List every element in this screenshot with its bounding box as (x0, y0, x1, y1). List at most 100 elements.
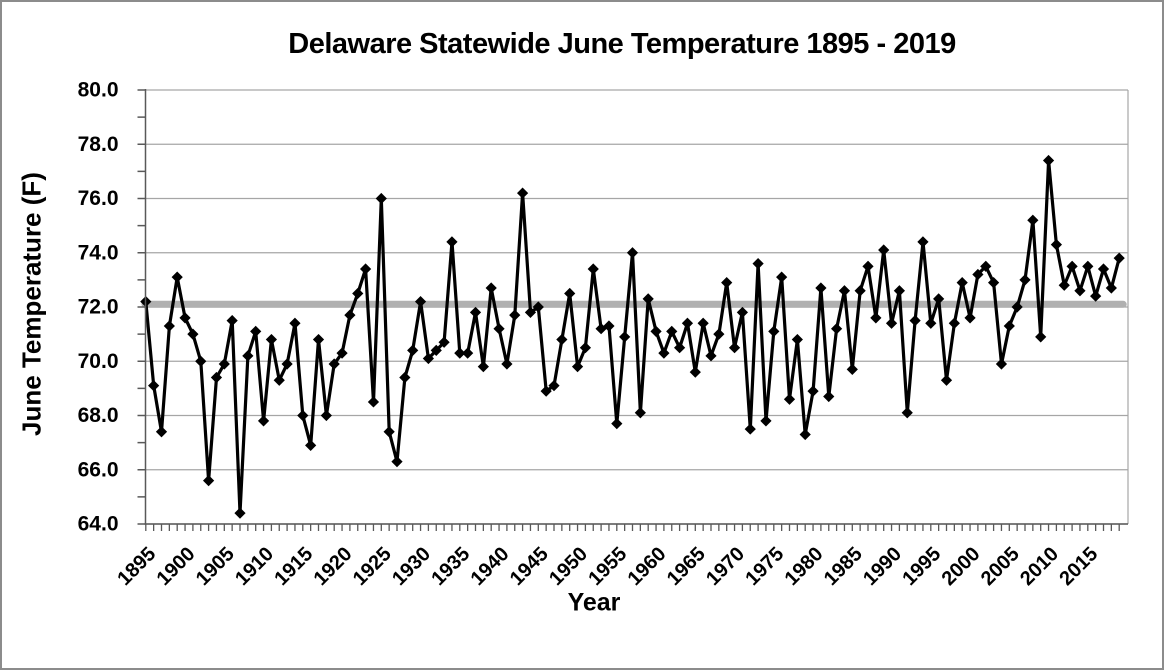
data-point (446, 236, 458, 248)
data-point (438, 336, 450, 348)
data-point (540, 385, 552, 397)
data-point (901, 407, 913, 419)
data-point (587, 263, 599, 275)
data-point (1050, 239, 1063, 251)
data-point (399, 371, 411, 384)
x-tick-label: 1905 (192, 543, 239, 590)
data-point (454, 347, 466, 359)
data-point (312, 333, 325, 346)
data-point (289, 317, 301, 329)
x-tick-label: 1985 (820, 543, 867, 590)
y-tick-label: 64.0 (78, 513, 119, 536)
x-tick-label: 1935 (427, 543, 474, 590)
data-point (234, 507, 246, 519)
data-point (791, 333, 803, 346)
data-point (933, 293, 945, 305)
data-point (768, 325, 780, 338)
data-point (155, 426, 168, 438)
data-point (297, 409, 309, 422)
y-tick-label: 78.0 (78, 133, 119, 156)
data-point (226, 314, 238, 327)
data-point (603, 320, 615, 332)
data-point (265, 333, 278, 346)
data-point (736, 306, 749, 319)
data-point (666, 325, 678, 338)
x-tick-label: 2010 (1016, 543, 1063, 590)
x-tick-label: 1930 (388, 543, 435, 590)
chart-title: Delaware Statewide June Temperature 1895… (288, 28, 956, 60)
data-point (493, 323, 505, 335)
data-point (328, 358, 340, 370)
data-point (705, 350, 717, 362)
data-point (744, 423, 756, 435)
data-point (579, 342, 592, 354)
data-point (815, 282, 827, 294)
data-point (776, 271, 788, 283)
data-point (462, 347, 474, 359)
x-tick-label: 1920 (310, 543, 357, 590)
y-tick-label: 68.0 (78, 404, 119, 427)
data-point (1011, 301, 1023, 313)
data-point (516, 187, 529, 199)
x-tick-label: 2000 (938, 543, 985, 590)
data-point (823, 390, 835, 403)
data-point (564, 287, 576, 300)
x-tick-label: 1955 (584, 543, 631, 590)
data-point (320, 409, 332, 422)
temperature-line (144, 158, 1121, 515)
data-point (948, 317, 960, 329)
data-point (956, 276, 968, 289)
data-point (807, 385, 819, 397)
data-point (917, 236, 929, 248)
data-point (885, 317, 898, 329)
x-tick-label: 1895 (113, 543, 160, 590)
data-point (611, 418, 623, 430)
data-point (799, 428, 811, 441)
data-point (658, 347, 670, 359)
data-point (925, 317, 937, 329)
data-point (854, 285, 866, 297)
x-axis-title: Year (567, 588, 621, 617)
data-point (838, 285, 851, 297)
data-point (336, 347, 348, 359)
data-point (626, 247, 639, 259)
data-point (721, 276, 733, 289)
data-point (1066, 260, 1078, 272)
x-tick-label: 2005 (977, 543, 1024, 590)
x-tick-label: 1975 (741, 543, 788, 590)
data-point (595, 323, 607, 335)
x-tick-label: 1950 (545, 543, 592, 590)
data-point (972, 268, 984, 281)
data-point (642, 293, 654, 305)
y-tick-label: 80.0 (78, 79, 119, 102)
data-point (681, 317, 694, 329)
data-point (407, 344, 419, 357)
data-point (1003, 320, 1015, 332)
x-tick-label: 1965 (663, 543, 710, 590)
data-point (1082, 260, 1094, 272)
x-tick-label: 1990 (859, 543, 906, 590)
data-point (940, 374, 953, 386)
data-point (273, 374, 285, 386)
data-point (846, 363, 858, 375)
y-axis-title: June Temperature (F) (16, 172, 47, 436)
x-tick-label: 1995 (898, 543, 945, 590)
data-point (250, 325, 262, 338)
data-point (367, 396, 380, 408)
y-tick-label: 70.0 (78, 350, 119, 373)
y-tick-label: 76.0 (78, 187, 119, 210)
data-point (878, 244, 890, 256)
data-point (171, 271, 183, 283)
data-point (760, 415, 772, 427)
data-point (187, 328, 199, 340)
data-point (893, 285, 906, 297)
x-tick-label: 1925 (349, 543, 396, 590)
x-tick-label: 1960 (624, 543, 671, 590)
data-point (697, 317, 709, 329)
x-tick-label: 1970 (702, 543, 749, 590)
y-tick-label: 72.0 (78, 296, 119, 319)
x-tick-label: 1900 (153, 543, 200, 590)
data-point (752, 257, 764, 270)
